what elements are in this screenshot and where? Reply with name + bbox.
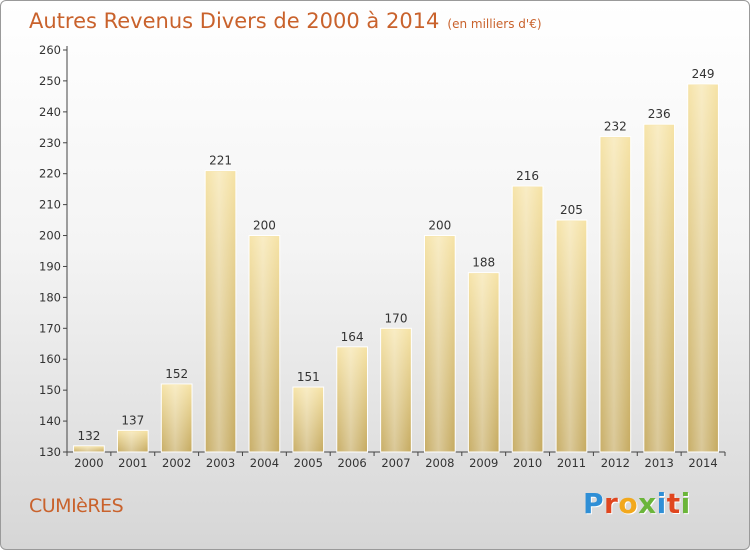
y-tick-label: 220	[39, 167, 61, 181]
bar-highlight	[688, 85, 718, 452]
x-axis: 2000 2001 2002 2003 2004 2005 2006 2007 2008 2009…	[66, 451, 726, 470]
data-label: 137	[121, 413, 144, 427]
data-label: 232	[604, 120, 627, 134]
bar-highlight	[206, 171, 235, 452]
logo-letter: i	[680, 487, 691, 520]
place-name: CUMIèRES	[29, 495, 124, 517]
bar-highlight	[74, 446, 104, 452]
title-block: Autres Revenus Divers de 2000 à 2014 (en …	[29, 9, 542, 33]
data-label: 170	[385, 311, 408, 325]
data-label: 132	[77, 429, 100, 443]
data-labels: 132 137 152 221 200 151 164 170 200 188 216 205 232 2…	[77, 67, 714, 443]
bar-highlight	[293, 388, 323, 452]
bar-highlight	[250, 236, 279, 452]
x-tick-label: 2003	[206, 456, 235, 470]
data-label: 205	[560, 203, 583, 217]
x-tick-label: 2006	[337, 456, 366, 470]
bar-highlight	[425, 236, 455, 452]
data-label: 221	[209, 154, 232, 168]
data-label: 236	[648, 107, 671, 121]
data-label: 151	[297, 370, 320, 384]
x-tick-label: 2004	[250, 456, 279, 470]
logo-letter: i	[656, 487, 667, 520]
data-label: 200	[428, 219, 451, 233]
x-tick-label: 2001	[118, 456, 147, 470]
x-tick-label: 2014	[688, 456, 717, 470]
x-tick-label: 2002	[162, 456, 191, 470]
bar-highlight	[644, 125, 674, 452]
x-tick-label: 2012	[601, 456, 630, 470]
chart-title: Autres Revenus Divers de 2000 à 2014	[29, 9, 440, 33]
x-tick-label: 2005	[294, 456, 323, 470]
bar-highlight	[513, 187, 542, 453]
x-tick-label: 2009	[469, 456, 498, 470]
y-tick-label: 170	[39, 321, 61, 335]
x-tick-label: 2007	[381, 456, 410, 470]
y-tick-label: 190	[39, 259, 61, 273]
y-tick-label: 180	[39, 290, 61, 304]
y-tick-label: 200	[39, 229, 61, 243]
chart-subtitle: (en milliers d'€)	[447, 17, 542, 31]
logo-letter: r	[604, 487, 619, 520]
logo-letter: x	[638, 487, 657, 520]
y-tick-label: 230	[39, 136, 61, 150]
data-label: 249	[692, 67, 715, 81]
bar-highlight	[118, 431, 148, 452]
data-label: 200	[253, 219, 276, 233]
y-tick-label: 150	[39, 383, 61, 397]
bars	[73, 83, 719, 453]
bar-highlight	[337, 347, 367, 452]
data-label: 188	[472, 256, 495, 270]
bar-highlight	[469, 273, 499, 452]
y-tick-label: 250	[39, 74, 61, 88]
y-axis: 130 140 150 160 170 180 190 200 210 220 230 240 250 2…	[39, 43, 68, 459]
data-label: 216	[516, 169, 539, 183]
data-label: 164	[341, 330, 364, 344]
y-tick-label: 260	[39, 43, 61, 57]
y-tick-label: 240	[39, 105, 61, 119]
x-tick-label: 2010	[513, 456, 542, 470]
bar-highlight	[600, 137, 630, 453]
x-tick-label: 2013	[645, 456, 674, 470]
bar-highlight	[381, 329, 411, 452]
data-label: 152	[165, 367, 188, 381]
logo-letter: P	[583, 487, 605, 520]
bar-highlight	[557, 221, 586, 452]
logo-letter: t	[666, 487, 681, 520]
y-tick-label: 140	[39, 414, 61, 428]
x-tick-label: 2008	[425, 456, 454, 470]
y-tick-label: 130	[39, 445, 61, 459]
bar-highlight	[162, 384, 192, 452]
logo-letter: o	[618, 487, 639, 520]
x-tick-label: 2011	[557, 456, 586, 470]
x-tick-label: 2000	[74, 456, 103, 470]
y-tick-label: 160	[39, 352, 61, 366]
y-tick-label: 210	[39, 198, 61, 212]
